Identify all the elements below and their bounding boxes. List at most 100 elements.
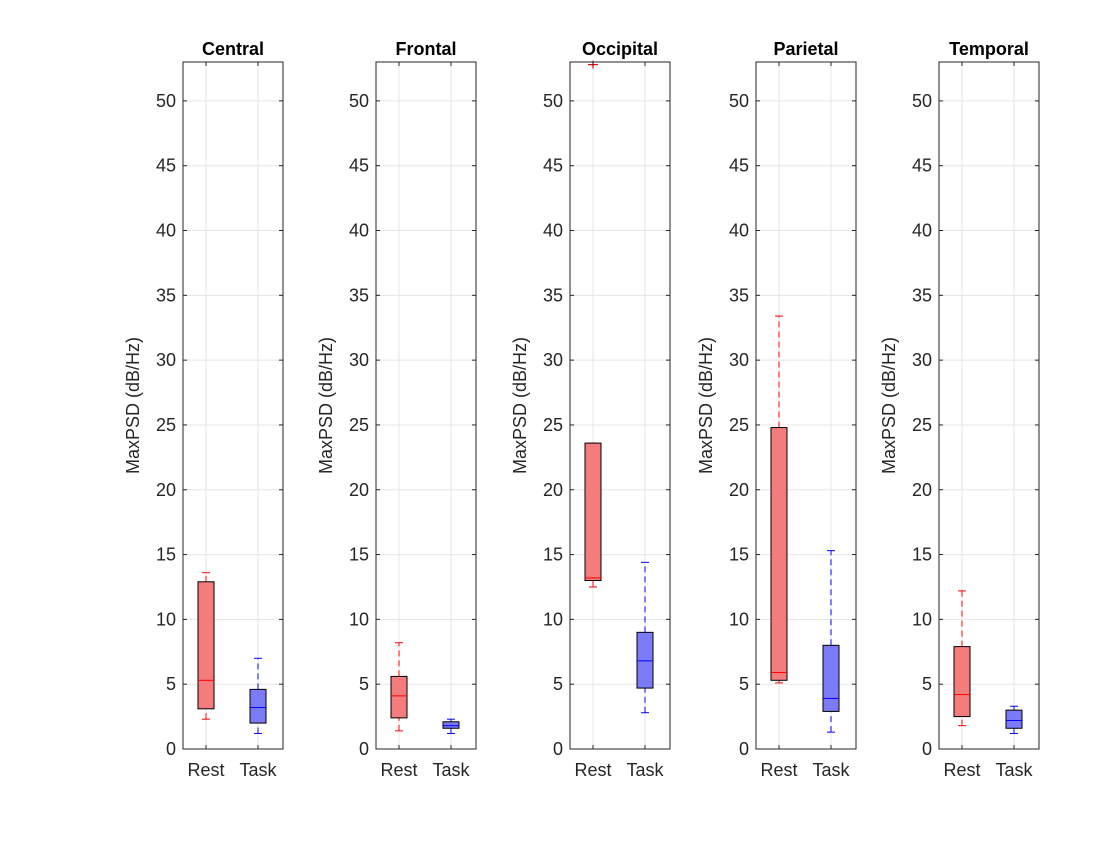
y-tick-label: 35 [543, 285, 563, 305]
y-tick-label: 45 [729, 156, 749, 176]
y-tick-label: 25 [912, 415, 932, 435]
box-iqr [770, 427, 788, 681]
y-tick-label: 45 [912, 156, 932, 176]
axes-frame [375, 61, 477, 750]
y-tick-label: 5 [553, 674, 563, 694]
box-rest [770, 315, 788, 684]
y-tick-label: 30 [912, 350, 932, 370]
y-tick-label: 35 [912, 285, 932, 305]
y-tick-label: 50 [912, 91, 932, 111]
y-axis-label: MaxPSD (dB/Hz) [510, 337, 530, 474]
y-tick-label: 10 [156, 609, 176, 629]
x-tick-label: Task [995, 760, 1033, 780]
box-iqr [249, 688, 267, 724]
box-task [1005, 705, 1023, 734]
panel-central: 0 5 10 15 20 25 30 35 40 45 50 Rest Task Central MaxPS… [123, 39, 284, 780]
y-tick-label: 20 [912, 480, 932, 500]
panel-temporal: 0 5 10 15 20 25 30 35 40 45 50 Rest Task Temporal MaxP… [879, 39, 1040, 780]
x-tick-label: Rest [380, 760, 417, 780]
box-task [822, 550, 840, 733]
panel-frontal: 0 5 10 15 20 25 30 35 40 45 50 Rest Task Frontal MaxPS… [316, 39, 477, 780]
y-tick-label: 40 [156, 221, 176, 241]
y-tick-label: 15 [543, 545, 563, 565]
panel-title: Frontal [396, 39, 457, 59]
y-tick-label: 45 [156, 156, 176, 176]
box-iqr [1005, 709, 1023, 729]
y-tick-label: 0 [922, 739, 932, 759]
x-tick-label: Task [812, 760, 850, 780]
y-tick-label: 20 [349, 480, 369, 500]
box-rest [953, 590, 971, 727]
y-tick-label: 20 [543, 480, 563, 500]
box-iqr [197, 581, 215, 710]
y-axis-label: MaxPSD (dB/Hz) [696, 337, 716, 474]
y-tick-label: 25 [729, 415, 749, 435]
y-tick-label: 10 [729, 609, 749, 629]
axes-frame [569, 61, 671, 750]
axes-frame [182, 61, 284, 750]
panel-title: Temporal [949, 39, 1029, 59]
y-tick-label: 50 [156, 91, 176, 111]
box-task [442, 718, 460, 734]
y-tick-label: 25 [349, 415, 369, 435]
box-task [249, 657, 267, 734]
y-tick-label: 45 [349, 156, 369, 176]
y-tick-label: 30 [729, 350, 749, 370]
y-tick-label: 5 [359, 674, 369, 694]
y-tick-label: 10 [543, 609, 563, 629]
y-tick-label: 5 [166, 674, 176, 694]
y-tick-label: 40 [729, 221, 749, 241]
y-tick-label: 5 [739, 674, 749, 694]
panel-occipital: 0 5 10 15 20 25 30 35 40 45 50 Rest Task Occipital Max… [510, 39, 671, 780]
x-tick-label: Rest [574, 760, 611, 780]
panel-title: Occipital [582, 39, 658, 59]
x-tick-label: Rest [187, 760, 224, 780]
y-tick-label: 45 [543, 156, 563, 176]
box-iqr [442, 721, 460, 729]
panel-parietal: 0 5 10 15 20 25 30 35 40 45 50 Rest Task Parietal MaxP… [696, 39, 857, 780]
y-tick-label: 10 [349, 609, 369, 629]
y-axis-label: MaxPSD (dB/Hz) [879, 337, 899, 474]
y-tick-label: 15 [156, 545, 176, 565]
axes-frame [938, 61, 1040, 750]
box-iqr [584, 442, 602, 581]
box-iqr [953, 646, 971, 718]
y-tick-label: 40 [912, 221, 932, 241]
box-task [636, 561, 654, 714]
y-tick-label: 30 [349, 350, 369, 370]
box-iqr [636, 631, 654, 689]
y-tick-label: 0 [359, 739, 369, 759]
y-tick-label: 20 [156, 480, 176, 500]
x-tick-label: Task [626, 760, 664, 780]
y-tick-label: 15 [349, 545, 369, 565]
y-tick-label: 30 [156, 350, 176, 370]
x-tick-label: Rest [760, 760, 797, 780]
box-iqr [822, 644, 840, 712]
y-tick-label: 35 [729, 285, 749, 305]
y-tick-label: 50 [729, 91, 749, 111]
y-tick-label: 15 [729, 545, 749, 565]
box-iqr [390, 675, 408, 719]
box-rest [390, 642, 408, 732]
y-tick-label: 5 [922, 674, 932, 694]
y-axis-label: MaxPSD (dB/Hz) [123, 337, 143, 474]
y-tick-label: 35 [349, 285, 369, 305]
y-tick-label: 0 [553, 739, 563, 759]
x-tick-label: Rest [943, 760, 980, 780]
y-tick-label: 40 [543, 221, 563, 241]
y-tick-label: 35 [156, 285, 176, 305]
y-tick-label: 25 [543, 415, 563, 435]
y-tick-label: 50 [349, 91, 369, 111]
y-tick-label: 25 [156, 415, 176, 435]
y-tick-label: 30 [543, 350, 563, 370]
x-tick-label: Task [239, 760, 277, 780]
y-tick-label: 50 [543, 91, 563, 111]
panel-title: Central [202, 39, 264, 59]
y-tick-label: 20 [729, 480, 749, 500]
y-tick-label: 15 [912, 545, 932, 565]
panel-title: Parietal [773, 39, 838, 59]
y-tick-label: 10 [912, 609, 932, 629]
